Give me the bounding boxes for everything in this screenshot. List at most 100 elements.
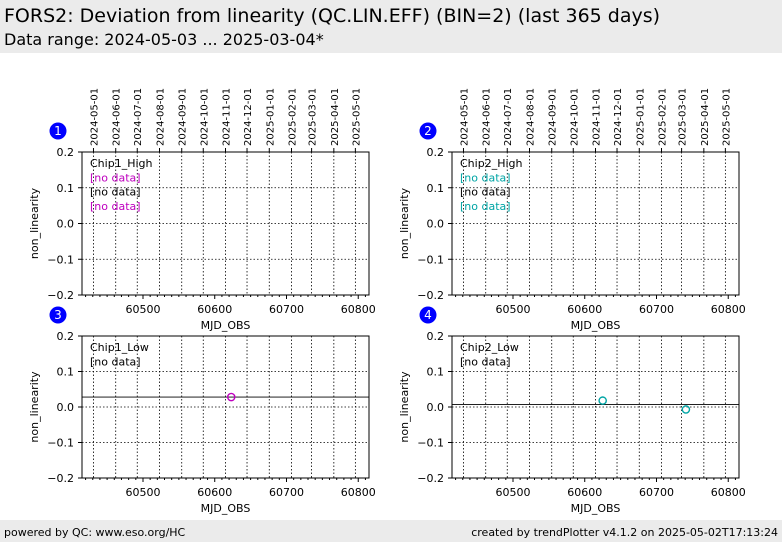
- date-tick-label: 2024-11-01: [222, 88, 233, 146]
- x-axis-label: MJD_OBS: [201, 319, 251, 332]
- x-tick-label: 60500: [125, 486, 160, 499]
- y-tick-label: 0.2: [427, 146, 445, 159]
- y-tick-label: −0.1: [47, 437, 74, 450]
- date-tick-label: 2024-07-01: [133, 88, 144, 146]
- y-tick-label: 0.0: [427, 218, 445, 231]
- x-tick-label: 60700: [269, 303, 304, 316]
- date-tick-label: 2025-02-01: [658, 88, 669, 146]
- chart-panel-1: 1 0.2 0.1 0.0 −0.1 −0.2 60500 60600 60700 60800 MJ…: [28, 88, 376, 332]
- date-tick-label: 2025-04-01: [700, 88, 711, 146]
- panel-badge-number: 1: [54, 124, 62, 138]
- x-tick-label: 60700: [269, 486, 304, 499]
- x-tick-label: 60800: [711, 486, 746, 499]
- footer-bar: powered by QC: www.eso.org/HC created by…: [0, 520, 782, 542]
- no-data-label: [no data]: [460, 186, 511, 199]
- x-tick-label: 60800: [711, 303, 746, 316]
- x-axis-label: MJD_OBS: [201, 502, 251, 515]
- y-tick-label: −0.2: [417, 472, 444, 485]
- panel-badge-number: 3: [54, 308, 62, 322]
- x-axis-label: MJD_OBS: [571, 319, 621, 332]
- x-tick-label: 60500: [125, 303, 160, 316]
- date-tick-label: 2025-04-01: [330, 88, 341, 146]
- no-data-label: [no data]: [90, 355, 141, 368]
- chart-panel-2: 2 0.2 0.1 0.0 −0.1 −0.2 60500 60600 60700 60800 MJ…: [398, 88, 746, 332]
- panel-badge: [419, 122, 437, 140]
- y-axis-label: non_linearity: [28, 187, 41, 259]
- y-tick-label: −0.2: [417, 289, 444, 302]
- y-tick-label: 0.1: [427, 366, 445, 379]
- x-tick-label: 60700: [639, 303, 674, 316]
- date-tick-label: 2024-05-01: [459, 88, 470, 146]
- footer-powered-by: powered by QC: www.eso.org/HC: [4, 526, 186, 539]
- data-range-subtitle: Data range: 2024-05-03 ... 2025-03-04*: [4, 30, 324, 49]
- y-tick-label: 0.1: [57, 182, 75, 195]
- panel-name-label: Chip2_Low: [460, 341, 519, 354]
- panel-badge: [49, 122, 67, 140]
- date-tick-label: 2025-02-01: [288, 88, 299, 146]
- y-axis-label: non_linearity: [398, 187, 411, 259]
- y-tick-label: 0.1: [427, 182, 445, 195]
- page-title: FORS2: Deviation from linearity (QC.LIN.…: [4, 5, 661, 27]
- no-data-label: [no data]: [460, 200, 511, 213]
- panel-badge: [49, 306, 67, 324]
- panel-badge-number: 4: [424, 308, 432, 322]
- y-tick-label: 0.1: [57, 366, 75, 379]
- date-tick-label: 2024-11-01: [592, 88, 603, 146]
- y-tick-label: −0.2: [47, 472, 74, 485]
- date-tick-label: 2025-03-01: [308, 88, 319, 146]
- y-tick-label: 0.0: [427, 401, 445, 414]
- date-tick-label: 2024-09-01: [178, 88, 189, 146]
- x-tick-label: 60800: [341, 303, 376, 316]
- x-tick-label: 60600: [197, 486, 232, 499]
- y-tick-label: −0.1: [417, 437, 444, 450]
- y-tick-label: 0.0: [57, 218, 75, 231]
- date-tick-label: 2025-01-01: [635, 88, 646, 146]
- date-tick-label: 2025-05-01: [721, 88, 732, 146]
- date-tick-label: 2024-08-01: [525, 88, 536, 146]
- y-tick-label: 0.2: [427, 330, 445, 343]
- panel-name-label: Chip1_High: [90, 157, 152, 170]
- no-data-label: [no data]: [90, 200, 141, 213]
- chart-panel-4: 4 0.2 0.1 0.0 −0.1 −0.2 60500 60600 60700 60800 MJ…: [398, 306, 746, 515]
- x-tick-label: 60600: [567, 486, 602, 499]
- date-tick-label: 2025-03-01: [678, 88, 689, 146]
- y-axis-label: non_linearity: [28, 371, 41, 443]
- date-tick-label: 2024-08-01: [155, 88, 166, 146]
- y-axis-label: non_linearity: [398, 371, 411, 443]
- header-bar: FORS2: Deviation from linearity (QC.LIN.…: [0, 0, 782, 53]
- date-tick-label: 2024-05-01: [89, 88, 100, 146]
- date-tick-label: 2024-07-01: [503, 88, 514, 146]
- no-data-label: [no data]: [460, 355, 511, 368]
- date-tick-label: 2025-05-01: [351, 88, 362, 146]
- no-data-label: [no data]: [90, 186, 141, 199]
- y-tick-label: 0.2: [57, 146, 75, 159]
- y-tick-label: −0.1: [417, 253, 444, 266]
- panel-name-label: Chip2_High: [460, 157, 522, 170]
- data-point: [598, 396, 607, 405]
- x-tick-label: 60600: [567, 303, 602, 316]
- x-tick-label: 60500: [495, 486, 530, 499]
- date-tick-label: 2024-06-01: [482, 88, 493, 146]
- date-tick-label: 2024-10-01: [569, 88, 580, 146]
- data-point: [226, 392, 236, 402]
- x-axis-label: MJD_OBS: [571, 502, 621, 515]
- no-data-label: [no data]: [460, 171, 511, 184]
- footer-created-by: created by trendPlotter v4.1.2 on 2025-0…: [471, 526, 778, 539]
- date-tick-label: 2025-01-01: [265, 88, 276, 146]
- y-tick-label: −0.1: [47, 253, 74, 266]
- x-tick-label: 60700: [639, 486, 674, 499]
- date-tick-label: 2024-06-01: [112, 88, 123, 146]
- date-tick-label: 2024-09-01: [548, 88, 559, 146]
- date-tick-label: 2024-12-01: [613, 88, 624, 146]
- data-point: [681, 405, 691, 414]
- panel-name-label: Chip1_Low: [90, 341, 149, 354]
- x-tick-label: 60500: [495, 303, 530, 316]
- panel-badge-number: 2: [424, 124, 432, 138]
- no-data-label: [no data]: [90, 171, 141, 184]
- x-tick-label: 60600: [197, 303, 232, 316]
- y-tick-label: 0.0: [57, 401, 75, 414]
- y-tick-label: 0.2: [57, 330, 75, 343]
- y-tick-label: −0.2: [47, 289, 74, 302]
- panel-badge: [419, 306, 437, 324]
